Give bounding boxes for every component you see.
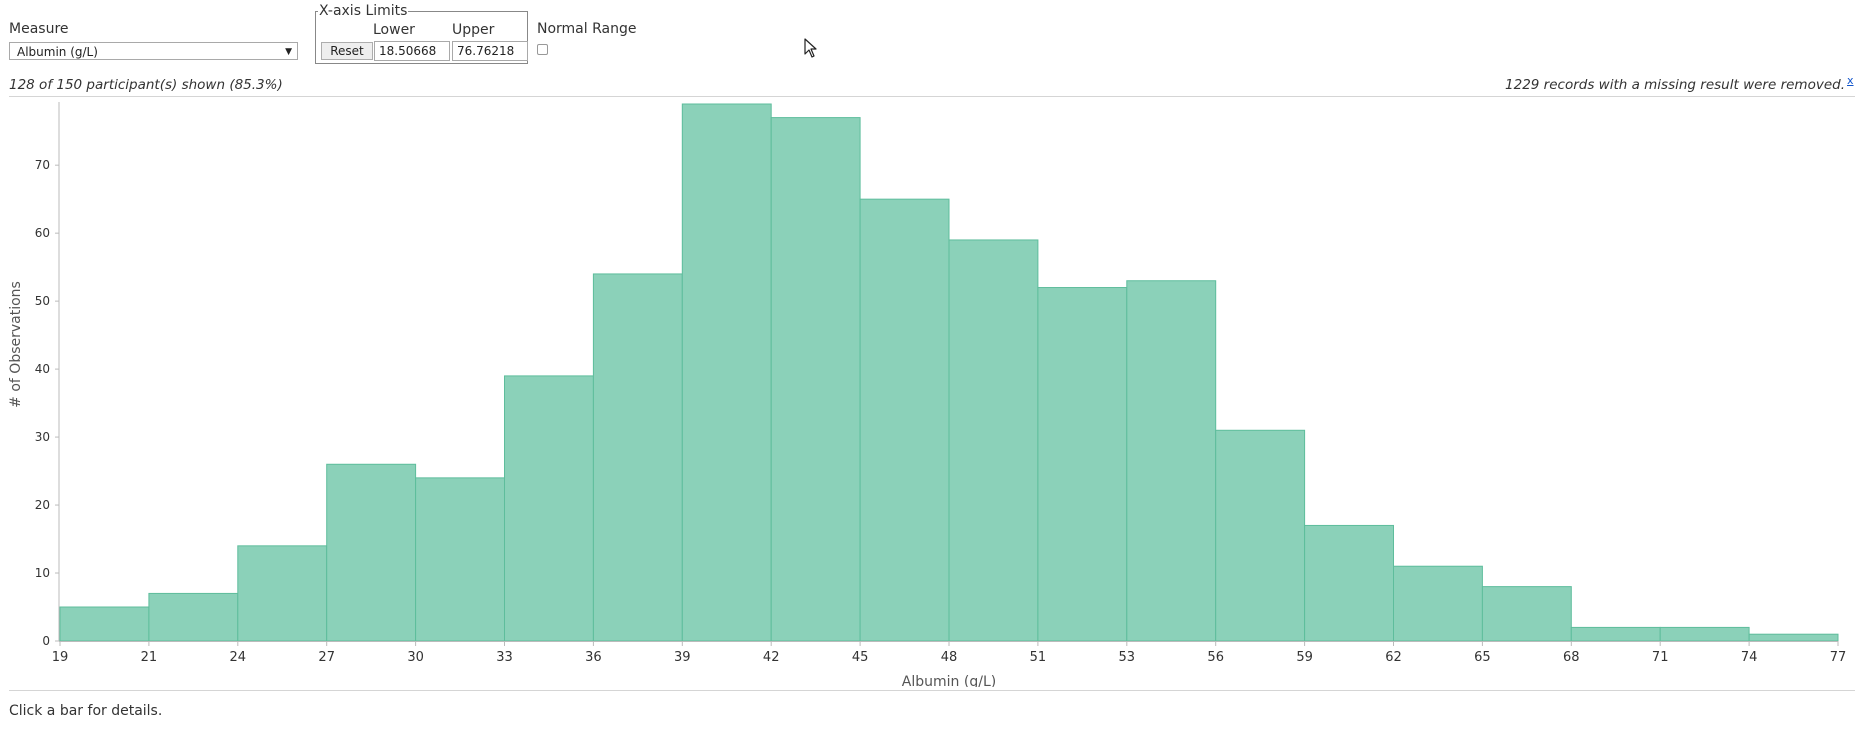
x-tick-label: 59: [1296, 650, 1313, 665]
histogram-bar[interactable]: [1215, 429, 1306, 642]
x-tick-label: 39: [674, 650, 691, 665]
missing-records-note: 1229 records with a missing result were …: [1505, 77, 1845, 93]
histogram-bar[interactable]: [59, 606, 150, 642]
y-tick-label: 30: [35, 430, 50, 444]
x-tick-label: 51: [1030, 650, 1047, 665]
x-tick-label: 62: [1385, 650, 1402, 665]
x-tick-label: 42: [763, 650, 780, 665]
histogram-bar[interactable]: [237, 545, 328, 642]
x-tick-label: 45: [852, 650, 869, 665]
histogram-bar[interactable]: [415, 477, 506, 642]
y-tick-label: 20: [35, 498, 50, 512]
histogram-bar[interactable]: [770, 117, 861, 642]
x-axis-limits-legend: X-axis Limits: [318, 3, 409, 19]
histogram-bar[interactable]: [1037, 287, 1128, 642]
histogram-bar[interactable]: [326, 463, 417, 642]
divider-top: [9, 96, 1855, 97]
participants-summary: 128 of 150 participant(s) shown (85.3%): [9, 77, 283, 93]
y-axis-title: # of Observations: [8, 281, 24, 408]
histogram-bar[interactable]: [1481, 586, 1572, 642]
x-tick-label: 68: [1563, 650, 1580, 665]
histogram-bar[interactable]: [504, 375, 594, 642]
reset-button[interactable]: Reset: [321, 42, 373, 60]
measure-select[interactable]: Albumin (g/L) ▼: [9, 42, 298, 60]
lower-label: Lower: [373, 22, 415, 38]
x-tick-label: 48: [941, 650, 958, 665]
mouse-pointer-icon: [804, 38, 817, 58]
x-tick-label: 74: [1741, 650, 1758, 665]
y-tick-label: 70: [35, 158, 50, 172]
measure-label: Measure: [9, 21, 69, 37]
x-tick-label: 30: [407, 650, 424, 665]
y-tick-label: 60: [35, 226, 50, 240]
measure-select-value: Albumin (g/L): [17, 45, 98, 59]
x-tick-label: 24: [230, 650, 247, 665]
histogram-bar[interactable]: [681, 103, 772, 642]
histogram-chart: 0 10 20 30 40 50 60 70 19 21 24 27 30 33 36 39 42 45 48 51 5…: [8, 102, 1847, 687]
histogram-bar[interactable]: [859, 198, 950, 642]
x-axis-limits-group: X-axis Limits Lower Upper Reset 18.50668…: [315, 3, 528, 64]
y-tick-label: 50: [35, 294, 50, 308]
histogram-bar[interactable]: [948, 239, 1039, 642]
x-tick-label: 71: [1652, 650, 1669, 665]
dismiss-note-link[interactable]: x: [1847, 74, 1854, 87]
x-tick-label: 36: [585, 650, 602, 665]
x-tick-label: 27: [318, 650, 335, 665]
histogram-bar[interactable]: [148, 592, 239, 642]
normal-range-checkbox[interactable]: [537, 44, 548, 55]
upper-limit-input[interactable]: 76.76218: [452, 41, 528, 61]
x-tick-label: 21: [141, 650, 158, 665]
x-tick-label: 19: [52, 650, 69, 665]
histogram-bar[interactable]: [1659, 626, 1750, 642]
x-tick-label: 33: [496, 650, 513, 665]
histogram-bar[interactable]: [1304, 524, 1394, 642]
x-tick-label: 77: [1830, 650, 1847, 665]
histogram-bar[interactable]: [592, 273, 683, 642]
y-tick-label: 0: [42, 634, 50, 648]
histogram-bar[interactable]: [1570, 626, 1661, 642]
x-tick-label: 56: [1207, 650, 1224, 665]
chevron-down-icon: ▼: [285, 47, 292, 57]
x-axis-title: Albumin (g/L): [902, 674, 996, 687]
y-tick-label: 40: [35, 362, 50, 376]
histogram-bar[interactable]: [1126, 280, 1217, 642]
x-tick-label: 65: [1474, 650, 1491, 665]
normal-range-label: Normal Range: [537, 21, 637, 37]
histogram-bar[interactable]: [1393, 565, 1483, 642]
upper-label: Upper: [452, 22, 495, 38]
y-tick-label: 10: [35, 566, 50, 580]
x-tick-label: 53: [1119, 650, 1136, 665]
divider-bottom: [9, 690, 1855, 691]
histogram-bar[interactable]: [1748, 633, 1839, 642]
footer-hint: Click a bar for details.: [9, 703, 163, 719]
lower-limit-input[interactable]: 18.50668: [374, 41, 450, 61]
controls-bar: Measure Albumin (g/L) ▼ X-axis Limits Lo…: [0, 0, 1865, 80]
